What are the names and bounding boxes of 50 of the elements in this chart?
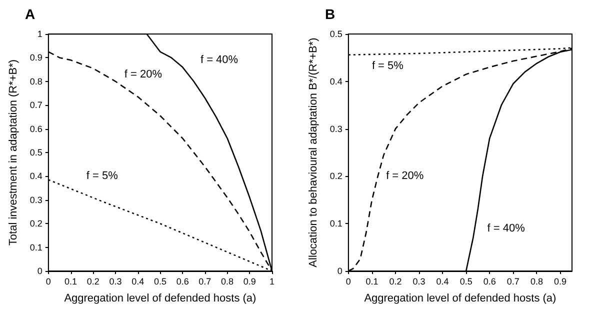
y-tick-label: 0.1 (30, 242, 42, 252)
y-tick-label: 0.5 (30, 148, 42, 158)
y-tick-label: 0 (337, 266, 342, 276)
y-tick-label: 0.7 (30, 100, 42, 110)
x-tick-label: 0.4 (132, 276, 144, 286)
series-label: f = 20% (386, 170, 424, 182)
y-tick-label: 0.3 (30, 194, 42, 205)
x-tick-label: 0.8 (221, 276, 234, 286)
x-tick-label: 0.1 (64, 276, 78, 286)
y-tick-label: 0 (37, 266, 42, 276)
y-tick-label: 0.4 (30, 171, 42, 182)
x-tick-label: 0.9 (554, 276, 566, 286)
x-tick-label: 0.2 (389, 276, 402, 286)
y-tick-label: 0.8 (30, 76, 42, 86)
x-tick-label: 0.6 (483, 276, 496, 286)
x-tick-label: 0.6 (176, 276, 189, 286)
x-tick-label: 0 (346, 276, 351, 286)
x-axis-title: Aggregation level of defended hosts (a) (364, 292, 556, 304)
y-tick-label: 0.4 (330, 76, 342, 86)
y-tick-label: 0.1 (330, 218, 342, 229)
y-tick-label: 0.9 (30, 52, 42, 63)
x-tick-label: 0.1 (366, 276, 378, 286)
series-label: f = 20% (124, 68, 162, 80)
y-tick-label: 0.6 (30, 124, 42, 134)
x-tick-label: 0.3 (109, 276, 122, 286)
x-tick-label: 0.7 (506, 276, 520, 286)
x-tick-label: 1 (269, 276, 275, 286)
y-tick-label: 0.5 (330, 29, 342, 39)
x-tick-label: 0.2 (86, 276, 100, 286)
series-label: f = 5% (372, 60, 404, 72)
x-axis-title: Aggregation level of defended hosts (a) (64, 292, 256, 304)
y-axis-title: Total investment in adaptation (R*+B*) (8, 59, 20, 246)
x-tick-label: 0.4 (436, 276, 449, 286)
x-tick-label: 0.7 (198, 276, 212, 286)
y-tick-label: 1 (37, 29, 42, 39)
series-label: f = 5% (86, 170, 118, 182)
chart-title: B (325, 6, 336, 22)
y-tick-label: 0.2 (30, 218, 42, 229)
x-tick-label: 0.3 (412, 276, 426, 286)
x-tick-label: 0.8 (530, 276, 543, 286)
x-tick-label: 0.5 (460, 276, 472, 286)
series-label: f = 40% (200, 54, 238, 66)
y-axis-title: Allocation to behavioural adaptation B*/(R*+B*) (308, 38, 320, 268)
y-tick-label: 0.2 (330, 171, 342, 182)
x-tick-label: 0.9 (243, 276, 256, 286)
chart-title: A (25, 6, 36, 22)
x-tick-label: 0.5 (154, 276, 166, 286)
series-label: f = 40% (487, 222, 526, 234)
x-tick-label: 0 (46, 276, 51, 286)
y-tick-label: 0.3 (330, 124, 342, 134)
